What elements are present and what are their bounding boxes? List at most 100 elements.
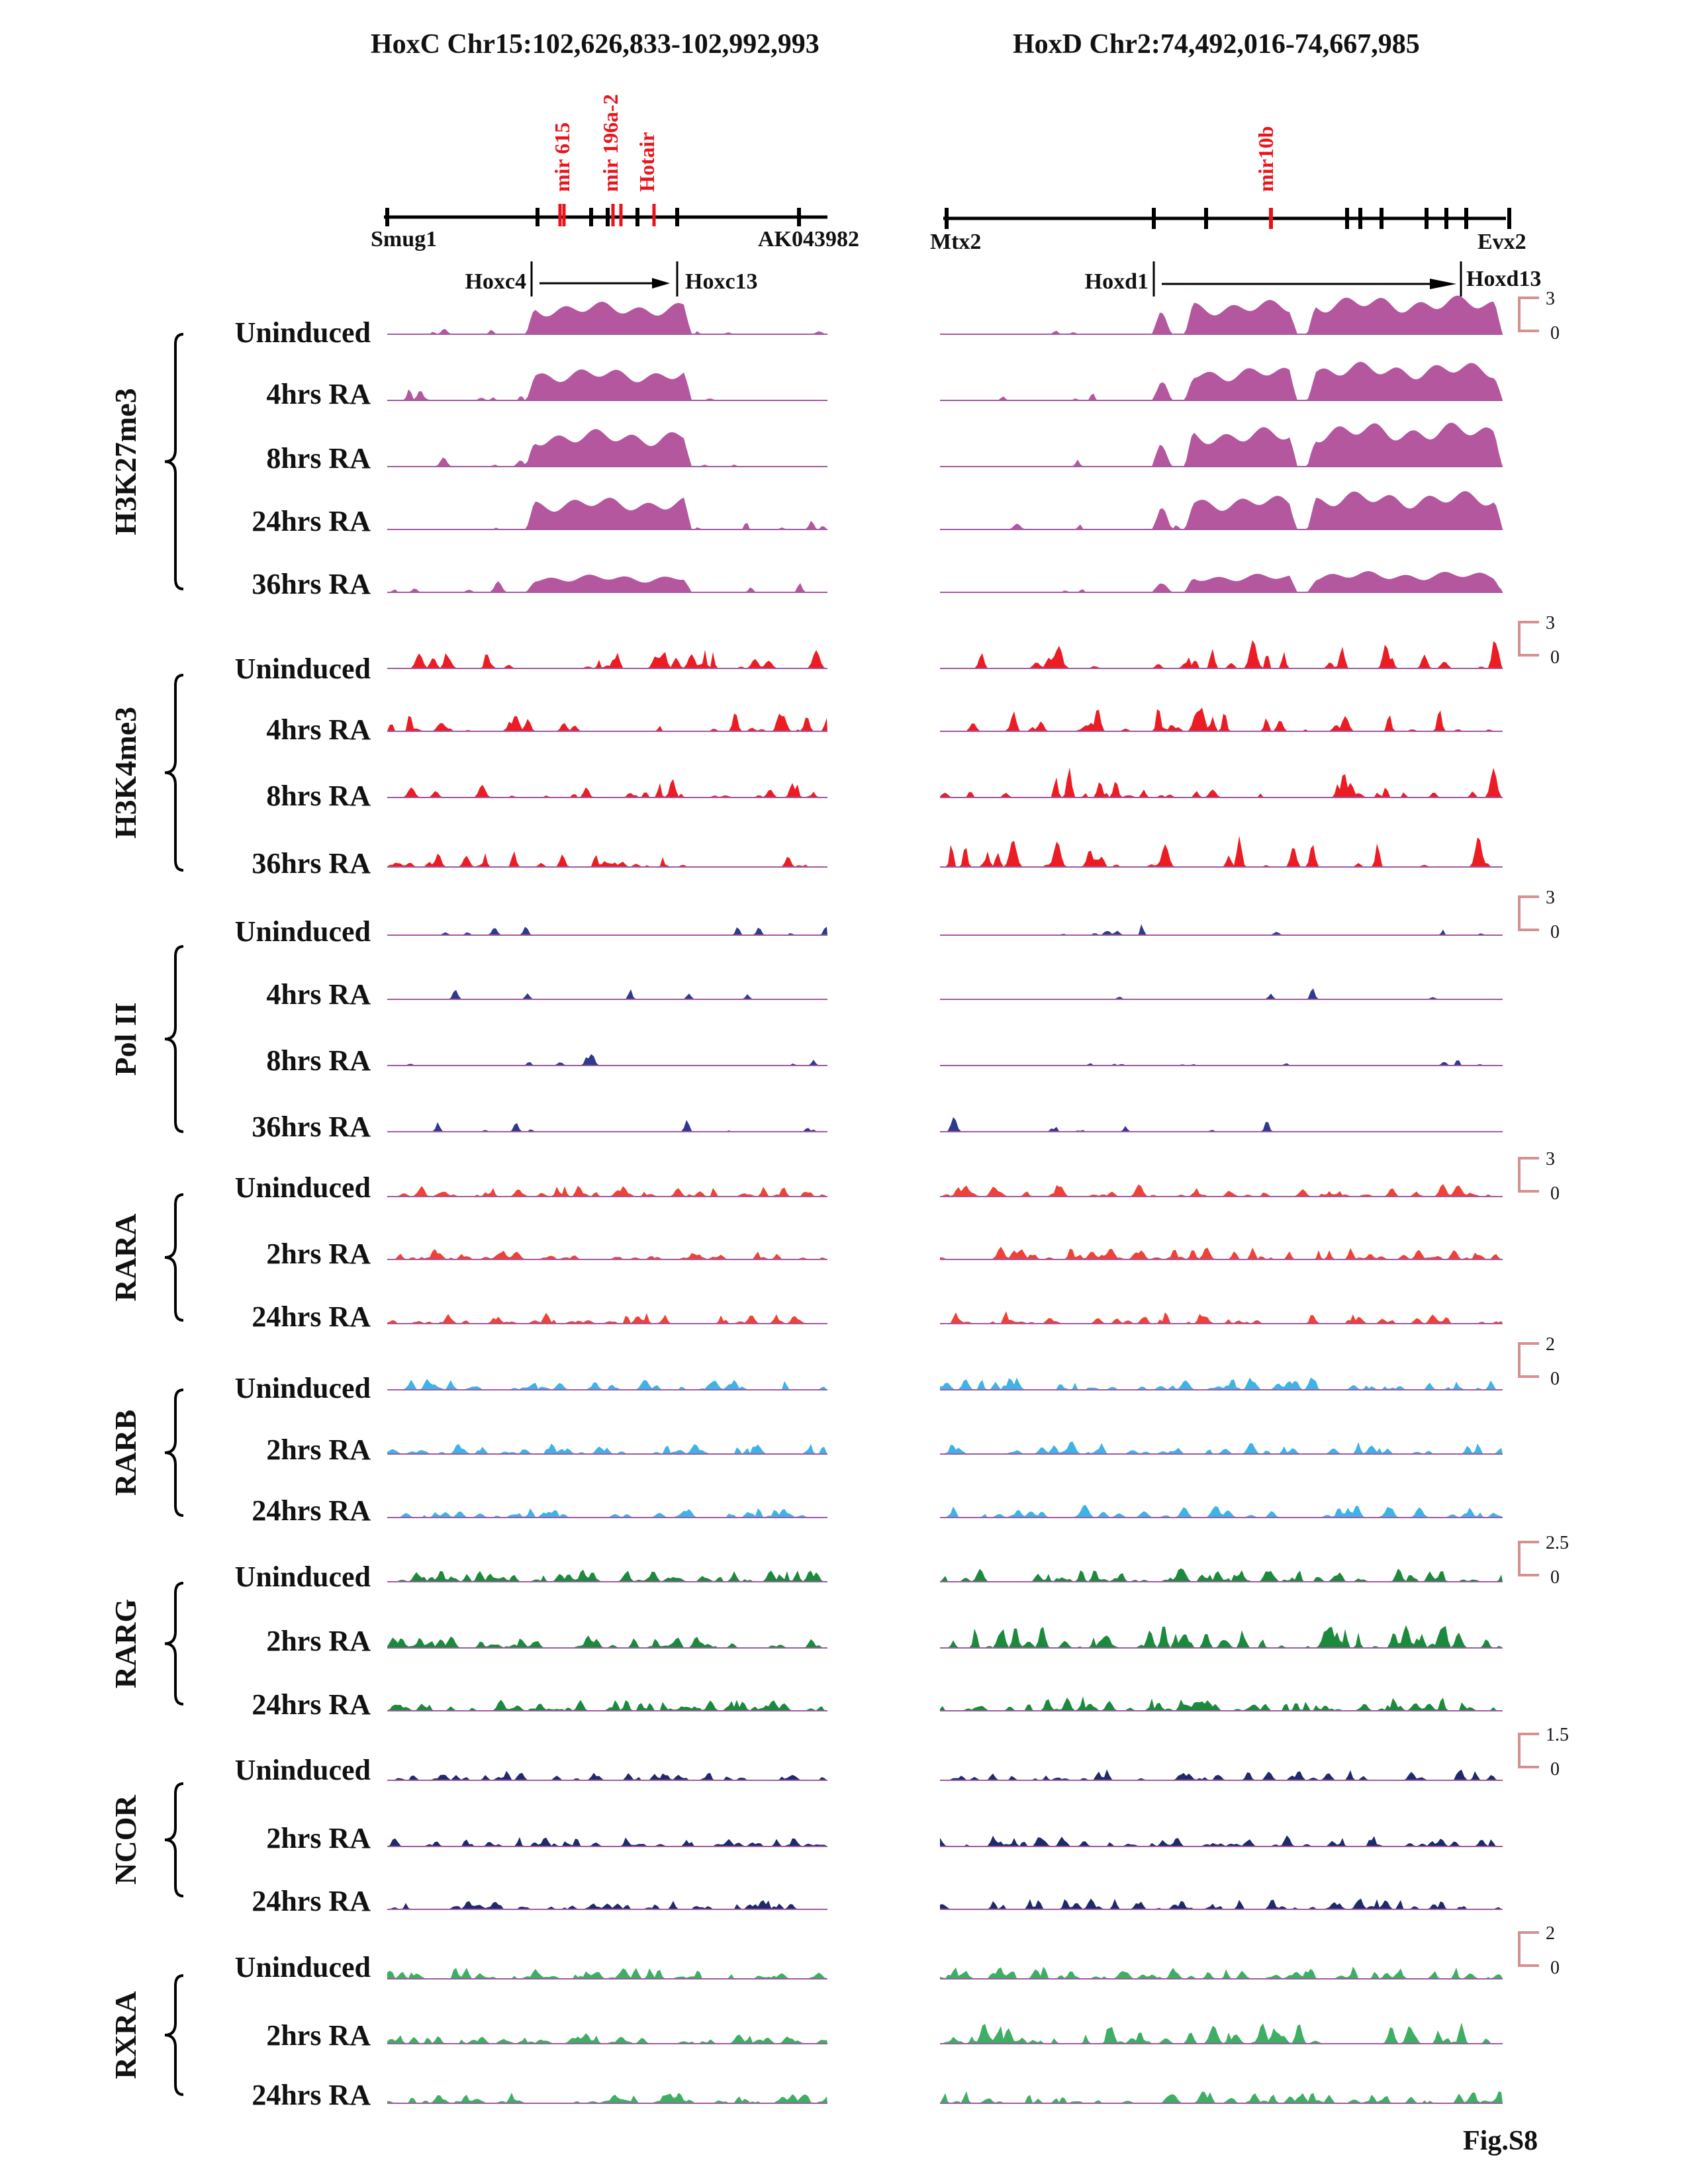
track-group-h3k27me3: H3K27me3 3 0 Uninduced 4hrs RA 8hrs RA 24hrs R…	[109, 289, 1560, 600]
signal-peaks	[940, 1835, 1503, 1846]
signal-peaks	[940, 295, 1503, 334]
signal-peaks	[387, 1249, 827, 1259]
signal-peaks	[387, 2033, 827, 2044]
hoxc4-label: Hoxc4	[465, 269, 526, 294]
condition-label: Uninduced	[235, 1171, 371, 1204]
hoxc-gene-ticks	[385, 204, 801, 226]
signal-peaks	[387, 649, 827, 668]
scale-bottom-value: 0	[1550, 323, 1560, 343]
signal-peaks	[387, 1508, 827, 1518]
signal-peaks	[940, 1116, 1503, 1132]
signal-peaks	[387, 779, 827, 797]
condition-label: Uninduced	[235, 316, 371, 349]
hoxd-gene-map: mir10b Mtx2 Evx2 Hoxd1 Hoxd13	[930, 126, 1541, 296]
signal-peaks	[940, 1441, 1503, 1454]
condition-label: 4hrs RA	[266, 713, 371, 746]
track-row: Uninduced	[235, 1754, 1503, 1786]
condition-label: 2hrs RA	[266, 1433, 371, 1466]
scale-top-value: 3	[1546, 887, 1555, 908]
group-label: NCOR	[109, 1795, 142, 1885]
track-group-rara: RARA 3 0 Uninduced 2hrs RA 24hrs RA	[109, 1149, 1560, 1333]
condition-label: Uninduced	[235, 1561, 371, 1593]
scale-bracket	[1518, 1931, 1539, 1967]
mir196a2-label: mir 196a-2	[598, 94, 622, 192]
track-row: 2hrs RA	[266, 2019, 1503, 2052]
track-row: 8hrs RA	[266, 1044, 1503, 1077]
track-row: Uninduced	[235, 1372, 1503, 1404]
signal-peaks	[940, 422, 1503, 467]
group-label: RARG	[109, 1599, 142, 1688]
track-row: 2hrs RA	[266, 1625, 1503, 1657]
condition-label: 8hrs RA	[266, 780, 371, 812]
track-row: 36hrs RA	[252, 568, 1503, 600]
group-label: H3K4me3	[109, 707, 142, 839]
signal-peaks	[387, 1837, 827, 1846]
signal-peaks	[940, 361, 1503, 400]
scale-bracket	[1518, 296, 1539, 332]
signal-peaks	[940, 491, 1503, 529]
scale-bottom-value: 0	[1550, 647, 1560, 668]
signal-peaks	[940, 835, 1503, 867]
track-row: 36hrs RA	[252, 835, 1503, 880]
hoxc13-label: Hoxc13	[685, 269, 758, 294]
signal-peaks	[940, 1060, 1503, 1066]
track-row: 2hrs RA	[266, 1238, 1503, 1270]
signal-peaks	[940, 571, 1503, 592]
track-row: Uninduced	[235, 295, 1503, 349]
evx2-label: Evx2	[1477, 230, 1526, 254]
signal-peaks	[387, 989, 827, 999]
signal-peaks	[387, 851, 827, 867]
signal-peaks	[387, 1443, 827, 1454]
track-group-rxra: RXRA 2 0 Uninduced 2hrs RA 24hrs RA	[109, 1923, 1560, 2111]
signal-peaks	[940, 1377, 1503, 1390]
group-label: H3K27me3	[109, 388, 142, 535]
signal-peaks	[940, 1311, 1503, 1324]
signal-peaks	[387, 2093, 827, 2103]
scale-bracket	[1518, 621, 1539, 657]
condition-label: 2hrs RA	[266, 1238, 371, 1270]
signal-peaks	[940, 988, 1503, 999]
scale-top-value: 1.5	[1546, 1725, 1569, 1745]
group-bracket	[164, 333, 184, 590]
scale-bottom-value: 0	[1550, 1567, 1560, 1588]
signal-peaks	[387, 1569, 827, 1582]
track-row: 4hrs RA	[266, 361, 1503, 410]
hoxc-arrowhead	[652, 278, 670, 289]
signal-peaks	[387, 1968, 827, 1979]
condition-label: 8hrs RA	[266, 1044, 371, 1077]
signal-peaks	[940, 1183, 1503, 1197]
mir615-label: mir 615	[550, 122, 574, 192]
signal-peaks	[387, 1770, 827, 1780]
track-row: 24hrs RA	[252, 2079, 1503, 2111]
signal-peaks	[387, 497, 827, 529]
smug1-label: Smug1	[371, 227, 437, 251]
scale-bottom-value: 0	[1550, 922, 1560, 942]
track-row: Uninduced	[235, 915, 1503, 948]
signal-peaks	[940, 1625, 1503, 1648]
signal-peaks	[387, 1054, 827, 1066]
track-row: 24hrs RA	[252, 1688, 1503, 1721]
scale-top-value: 2	[1546, 1923, 1555, 1944]
condition-label: 24hrs RA	[252, 1494, 371, 1527]
track-row: 8hrs RA	[266, 422, 1503, 475]
condition-label: 24hrs RA	[252, 1300, 371, 1333]
signal-peaks	[387, 301, 827, 334]
hoxd-arrowhead	[1430, 279, 1456, 289]
condition-label: 24hrs RA	[252, 505, 371, 537]
signal-peaks	[940, 924, 1503, 935]
hoxd1-label: Hoxd1	[1085, 269, 1149, 294]
track-row: 36hrs RA	[252, 1111, 1503, 1143]
scale-bracket	[1518, 1342, 1539, 1378]
track-row: Uninduced	[235, 1951, 1503, 1983]
signal-peaks	[387, 1635, 827, 1648]
condition-label: 4hrs RA	[266, 378, 371, 410]
signal-peaks	[387, 1379, 827, 1390]
signal-peaks	[387, 1700, 827, 1711]
signal-peaks	[940, 640, 1503, 668]
hoxd-gene-ticks	[945, 208, 1511, 229]
track-row: 24hrs RA	[252, 1300, 1503, 1333]
condition-label: 24hrs RA	[252, 1688, 371, 1721]
scale-top-value: 2	[1546, 1334, 1555, 1355]
